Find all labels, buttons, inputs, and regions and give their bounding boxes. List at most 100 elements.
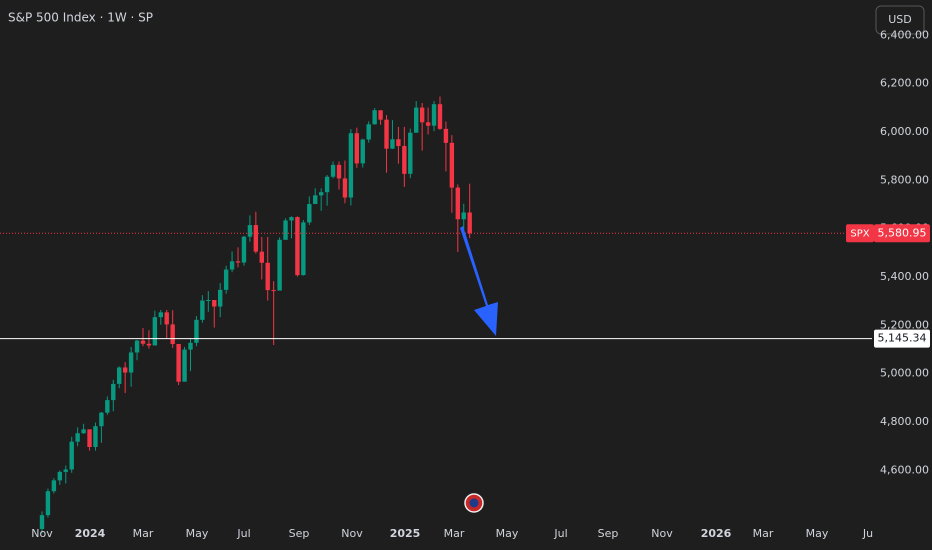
x-tick-label: Nov bbox=[651, 527, 673, 540]
candle-body bbox=[57, 471, 63, 481]
candle-body bbox=[402, 146, 407, 174]
candle-body bbox=[176, 344, 181, 382]
symbol-box bbox=[846, 224, 874, 243]
x-tick-label: Ju bbox=[862, 527, 873, 540]
y-tick-label: 5,400.00 bbox=[880, 270, 929, 283]
candle-body bbox=[437, 104, 443, 129]
level-label: 5,145.34 bbox=[878, 332, 927, 345]
x-tick-label: Mar bbox=[753, 527, 774, 540]
candle-body bbox=[443, 128, 449, 143]
candle-body bbox=[283, 220, 288, 240]
candle-body bbox=[223, 269, 229, 290]
last-price-label: 5,580.95 bbox=[878, 226, 927, 239]
candle-body bbox=[265, 262, 270, 291]
candle-body bbox=[152, 317, 158, 346]
x-tick-label: Jul bbox=[236, 527, 250, 540]
event-icon-inner bbox=[469, 498, 479, 508]
candle-body bbox=[372, 110, 377, 125]
candle-body bbox=[348, 133, 354, 198]
candle-body bbox=[271, 290, 276, 292]
candle-body bbox=[45, 491, 51, 516]
candle-body bbox=[146, 343, 152, 346]
candle-body bbox=[51, 480, 57, 492]
y-tick-label: 6,000.00 bbox=[880, 125, 929, 138]
candle-body bbox=[414, 107, 419, 133]
candle-body bbox=[461, 212, 466, 220]
chart-title: S&P 500 Index · 1W · SP bbox=[8, 11, 153, 25]
candle-body bbox=[295, 217, 300, 276]
candle-body bbox=[241, 236, 247, 263]
currency-button[interactable] bbox=[875, 5, 925, 35]
candle-body bbox=[235, 261, 241, 263]
candle-body bbox=[307, 204, 312, 223]
plot-area bbox=[39, 96, 472, 534]
candle-body bbox=[360, 139, 365, 164]
candle-body bbox=[87, 429, 92, 447]
candle-body bbox=[366, 124, 371, 140]
candle-body bbox=[111, 383, 116, 401]
candle-body bbox=[396, 139, 401, 147]
candle-body bbox=[140, 340, 146, 344]
candle-body bbox=[313, 195, 318, 205]
currency-label[interactable]: USD bbox=[888, 13, 912, 26]
candle-body bbox=[93, 426, 98, 447]
x-tick-label: May bbox=[186, 527, 209, 540]
y-tick-label: 6,200.00 bbox=[880, 77, 929, 90]
x-tick-label: 2024 bbox=[75, 527, 106, 540]
y-tick-label: 6,400.00 bbox=[880, 28, 929, 41]
candle-body bbox=[122, 367, 128, 373]
x-tick-label: May bbox=[806, 527, 829, 540]
x-tick-label: Sep bbox=[598, 527, 619, 540]
candle-body bbox=[69, 441, 74, 470]
y-tick-label: 5,800.00 bbox=[880, 173, 929, 186]
arrow bbox=[460, 226, 498, 336]
candle-body bbox=[408, 132, 413, 174]
candle-body bbox=[253, 225, 259, 252]
y-tick-label: 4,800.00 bbox=[880, 415, 929, 428]
candle-body bbox=[182, 349, 187, 382]
candle-body bbox=[384, 119, 389, 149]
candle-body bbox=[117, 367, 122, 384]
candle-body bbox=[99, 412, 104, 427]
candle-body bbox=[194, 319, 199, 343]
candle-body bbox=[247, 225, 253, 237]
candle-body bbox=[455, 187, 460, 220]
candle-body bbox=[449, 142, 455, 188]
candle-body bbox=[390, 139, 395, 149]
candle-body bbox=[164, 312, 169, 325]
candle-body bbox=[419, 107, 425, 123]
candle-body bbox=[128, 352, 134, 373]
x-tick-label: Sep bbox=[289, 527, 310, 540]
x-tick-label: Mar bbox=[133, 527, 154, 540]
candle-body bbox=[431, 104, 437, 126]
candle-body bbox=[378, 110, 383, 120]
candle-body bbox=[318, 192, 324, 196]
x-tick-label: 2025 bbox=[390, 527, 421, 540]
candle-body bbox=[105, 400, 110, 413]
x-tick-label: 2026 bbox=[701, 527, 732, 540]
candle-body bbox=[200, 300, 205, 320]
candle-body bbox=[467, 212, 472, 234]
x-tick-label: Nov bbox=[341, 527, 363, 540]
candle-body bbox=[212, 300, 217, 307]
candle-body bbox=[39, 515, 45, 529]
candle-body bbox=[259, 251, 264, 263]
candle-body bbox=[336, 164, 342, 179]
x-tick-label: Jul bbox=[553, 527, 567, 540]
candle-body bbox=[206, 300, 211, 302]
x-tick-label: May bbox=[496, 527, 519, 540]
candle-body bbox=[218, 289, 223, 307]
y-tick-label: 5,200.00 bbox=[880, 318, 929, 331]
y-tick-label: 5,000.00 bbox=[880, 367, 929, 380]
candle-body bbox=[188, 342, 193, 350]
candle-body bbox=[324, 176, 330, 193]
candle-body bbox=[425, 122, 431, 126]
candle-body bbox=[289, 217, 294, 221]
candle-body bbox=[354, 133, 360, 164]
symbol-label: SPX bbox=[850, 228, 869, 239]
last-price-box bbox=[874, 224, 930, 243]
candle-body bbox=[81, 429, 86, 434]
level-label-box bbox=[874, 329, 930, 348]
